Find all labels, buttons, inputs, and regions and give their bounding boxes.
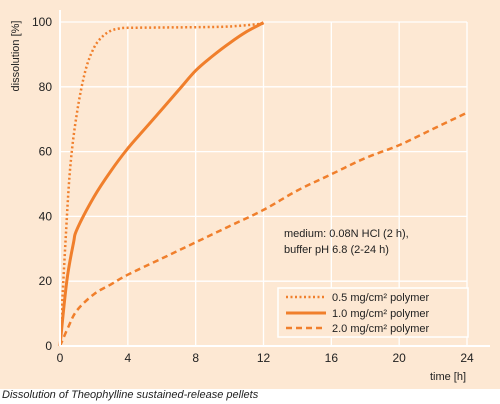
legend-label-1-0: 1.0 mg/cm² polymer: [332, 308, 430, 320]
axes: [59, 10, 490, 347]
y-tick-label-100: 100: [32, 15, 52, 29]
series-line-0: [58, 22, 264, 347]
y-tick-label-40: 40: [39, 209, 53, 223]
figure-caption: Dissolution of Theophylline sustained-re…: [2, 389, 259, 401]
medium-note-line-2: buffer pH 6.8 (2-24 h): [284, 244, 389, 256]
y-axis-title: dissolution [%]: [10, 21, 22, 92]
legend-label-0-5: 0.5 mg/cm² polymer: [332, 292, 430, 304]
series-lines: [58, 21, 468, 347]
x-tick-label-4: 4: [124, 351, 131, 365]
legend-label-2-0: 2.0 mg/cm² polymer: [332, 323, 430, 335]
chart-panel: 0 4 8 12 16 20 24 0 20 40 60 80 100 dissolution [%] …: [0, 0, 500, 389]
x-tick-label-8: 8: [192, 351, 199, 365]
legend: 0.5 mg/cm² polymer 1.0 mg/cm² polymer 2.…: [277, 287, 469, 338]
y-tick-label-20: 20: [39, 274, 53, 288]
y-tick-label-80: 80: [39, 80, 53, 94]
x-tick-label-20: 20: [392, 351, 406, 365]
tick-labels: 0 4 8 12 16 20 24 0 20 40 60 80 100: [32, 15, 474, 365]
y-tick-label-60: 60: [39, 145, 53, 159]
series-line-1: [58, 21, 265, 347]
x-tick-label-0: 0: [57, 351, 64, 365]
medium-note-line-1: medium: 0.08N HCl (2 h),: [284, 228, 409, 240]
series-line-2: [58, 111, 468, 347]
y-tick-label-0: 0: [45, 339, 52, 353]
x-tick-label-24: 24: [460, 351, 474, 365]
x-tick-label-16: 16: [325, 351, 339, 365]
x-axis-title: time [h]: [430, 371, 466, 383]
grid: [60, 21, 468, 346]
x-tick-label-12: 12: [257, 351, 271, 365]
